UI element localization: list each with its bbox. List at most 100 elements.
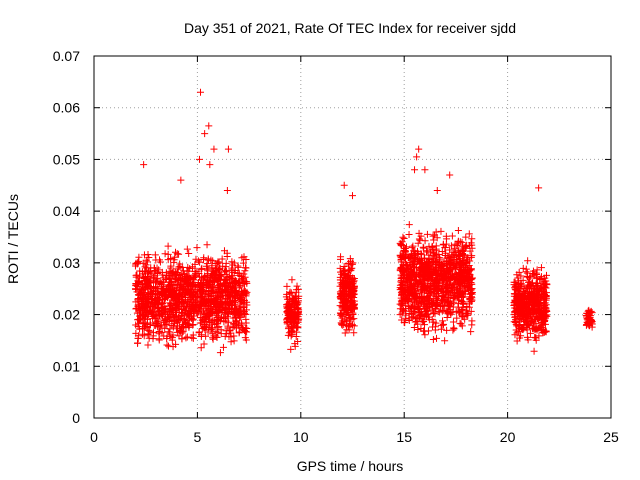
data-point [426, 259, 434, 267]
data-point [164, 242, 172, 250]
data-point [517, 281, 525, 289]
data-point [234, 263, 242, 271]
data-point [429, 268, 437, 276]
data-point [408, 282, 416, 290]
data-point [173, 328, 181, 336]
data-point [440, 302, 448, 310]
data-point [182, 287, 190, 295]
data-point [181, 307, 189, 315]
data-point [141, 300, 149, 308]
data-point [439, 301, 447, 309]
data-point [350, 315, 358, 323]
data-point [398, 288, 406, 296]
data-point [396, 239, 404, 247]
data-point [511, 331, 519, 339]
data-point [437, 227, 445, 235]
data-point [585, 321, 593, 329]
data-point [215, 294, 223, 302]
data-point [220, 303, 228, 311]
data-point [409, 242, 417, 250]
y-tick-label: 0.06 [53, 100, 80, 116]
data-point [512, 286, 520, 294]
data-point [419, 264, 427, 272]
data-point [407, 263, 415, 271]
data-point [421, 237, 429, 245]
data-point [532, 282, 540, 290]
data-point [287, 306, 295, 314]
data-point [521, 290, 529, 298]
data-point [342, 318, 350, 326]
data-point [418, 251, 426, 259]
data-point [418, 268, 426, 276]
data-point [531, 315, 539, 323]
data-point [182, 272, 190, 280]
y-tick-label: 0 [72, 410, 80, 426]
data-point-outlier [349, 192, 356, 200]
data-point [183, 333, 191, 341]
data-point [467, 239, 475, 247]
data-point [195, 293, 203, 301]
data-point [524, 257, 532, 265]
data-point [510, 278, 518, 286]
data-point-outlier [415, 145, 423, 153]
data-point [221, 285, 229, 293]
data-point [208, 271, 216, 279]
data-point [513, 322, 521, 330]
data-point [168, 310, 176, 318]
data-point [291, 319, 299, 327]
data-point [147, 264, 155, 272]
data-point [242, 315, 250, 323]
data-point [446, 246, 454, 254]
data-point [468, 274, 476, 282]
data-point [170, 296, 178, 304]
data-point [459, 246, 467, 254]
data-point [458, 293, 466, 301]
data-point [149, 313, 157, 321]
data-point [284, 331, 292, 339]
data-point [467, 266, 475, 274]
data-point [286, 308, 294, 316]
data-point [349, 310, 357, 318]
data-point [453, 314, 461, 322]
data-point [338, 270, 346, 278]
data-point [219, 343, 227, 351]
data-point [423, 230, 431, 238]
data-point [455, 300, 463, 308]
data-point [135, 277, 143, 285]
data-point [212, 264, 220, 272]
data-point [438, 247, 446, 255]
data-point [411, 280, 419, 288]
data-point [148, 270, 156, 278]
data-point-outlier [535, 184, 543, 192]
data-point [405, 230, 413, 238]
data-point [224, 309, 232, 317]
data-point [239, 259, 247, 267]
data-point-outlier [177, 176, 185, 184]
data-point [438, 282, 446, 290]
data-point [430, 318, 438, 326]
data-point [337, 310, 345, 318]
data-point-outlier [140, 161, 148, 169]
data-point [226, 327, 234, 335]
data-point [467, 290, 475, 298]
data-point [164, 342, 172, 350]
data-point [344, 290, 352, 298]
data-point [350, 322, 358, 330]
data-point [400, 293, 408, 301]
x-tick-label: 25 [603, 429, 619, 445]
data-point [203, 260, 211, 268]
data-point [155, 336, 163, 344]
data-point [441, 337, 449, 345]
y-tick-label: 0.02 [53, 307, 80, 323]
data-point [223, 298, 231, 306]
data-point [184, 300, 192, 308]
x-axis-label: GPS time / hours [297, 458, 404, 474]
grid [94, 56, 611, 418]
data-point [192, 292, 200, 300]
y-tick-label: 0.05 [53, 151, 80, 167]
data-point [205, 284, 213, 292]
data-point [457, 278, 465, 286]
data-point [235, 329, 243, 337]
data-point [541, 296, 549, 304]
data-point [443, 326, 451, 334]
